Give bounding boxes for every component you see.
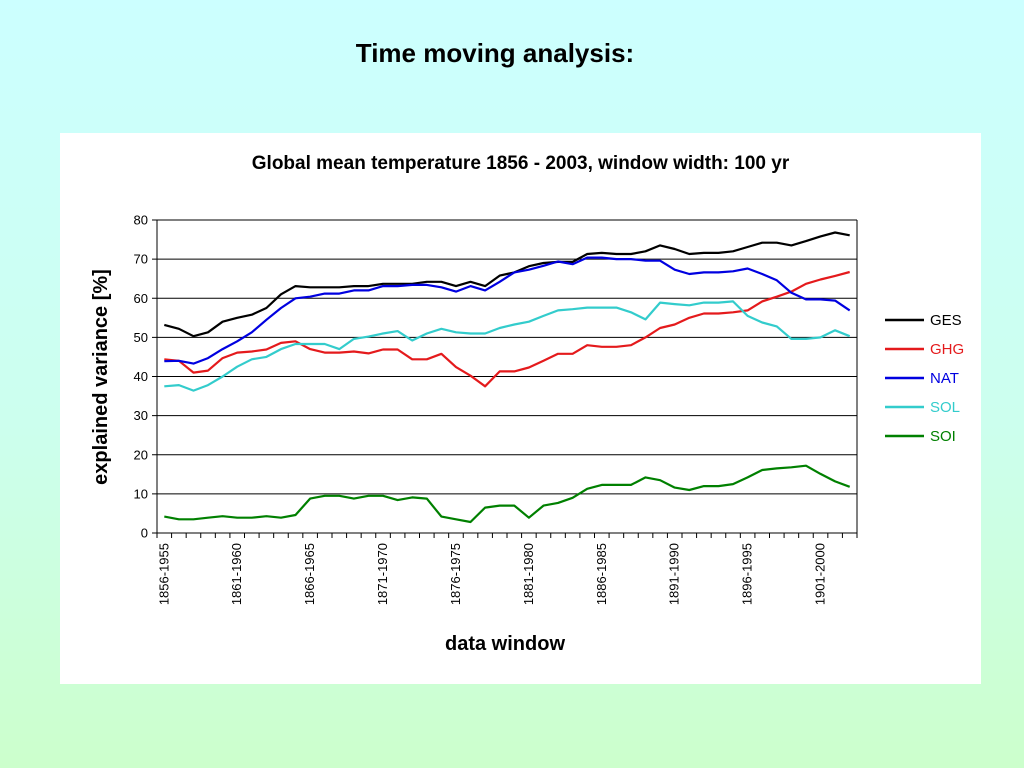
legend-label-sol: SOL: [930, 399, 960, 416]
y-tick-labels: 0 10 20 30 40 50 60 70 80: [134, 213, 148, 541]
legend-label-nat: NAT: [930, 370, 959, 387]
x-tick-label: 1856-1955: [156, 543, 171, 605]
y-tick-label: 20: [134, 447, 148, 462]
chart-title: Global mean temperature 1856 - 2003, win…: [251, 153, 790, 174]
y-tick-label: 50: [134, 330, 148, 345]
x-axis-label: data window: [445, 633, 565, 655]
chart-panel: Global mean temperature 1856 - 2003, win…: [60, 133, 981, 684]
y-tick-label: 70: [134, 252, 148, 267]
legend-label-ges: GES: [930, 312, 962, 329]
y-tick-label: 0: [141, 526, 148, 541]
x-tick-label: 1866-1965: [302, 543, 317, 605]
y-tick-label: 30: [134, 408, 148, 423]
y-tick-label: 80: [134, 213, 148, 228]
x-tick-label: 1881-1980: [521, 543, 536, 605]
y-tick-label: 10: [134, 486, 148, 501]
x-tick-label: 1861-1960: [229, 543, 244, 605]
x-tick-label: 1876-1975: [448, 543, 463, 605]
series-line-ghg: [164, 270, 850, 388]
series-line-ges: [164, 231, 850, 338]
legend-label-ghg: GHG: [930, 341, 964, 358]
y-tick-label: 40: [134, 369, 148, 384]
series-line-soi: [164, 464, 851, 524]
x-tick-label: 1886-1985: [594, 543, 609, 605]
axes: [152, 219, 858, 538]
series-lines: [164, 231, 851, 524]
y-tick-label: 60: [134, 291, 148, 306]
x-tick-labels: 1856-1955 1861-1960 1866-1965 1871-1970 1876…: [156, 543, 827, 605]
series-line-nat: [164, 256, 851, 365]
slide-title: Time moving analysis:: [355, 38, 635, 68]
legend: GES GHG NAT SOL SOI: [885, 312, 964, 445]
x-tick-label: 1871-1970: [375, 543, 390, 605]
y-axis-label: explained variance [%]: [90, 269, 112, 485]
x-tick-label: 1896-1995: [740, 543, 755, 605]
series-line-sol: [164, 300, 851, 392]
legend-label-soi: SOI: [930, 428, 956, 445]
x-tick-label: 1891-1990: [667, 543, 682, 605]
x-tick-label: 1901-2000: [813, 543, 828, 605]
line-chart: 0 10 20 30 40 50 60 70 80 1856-1955 1861-1960 1866…: [90, 213, 964, 656]
